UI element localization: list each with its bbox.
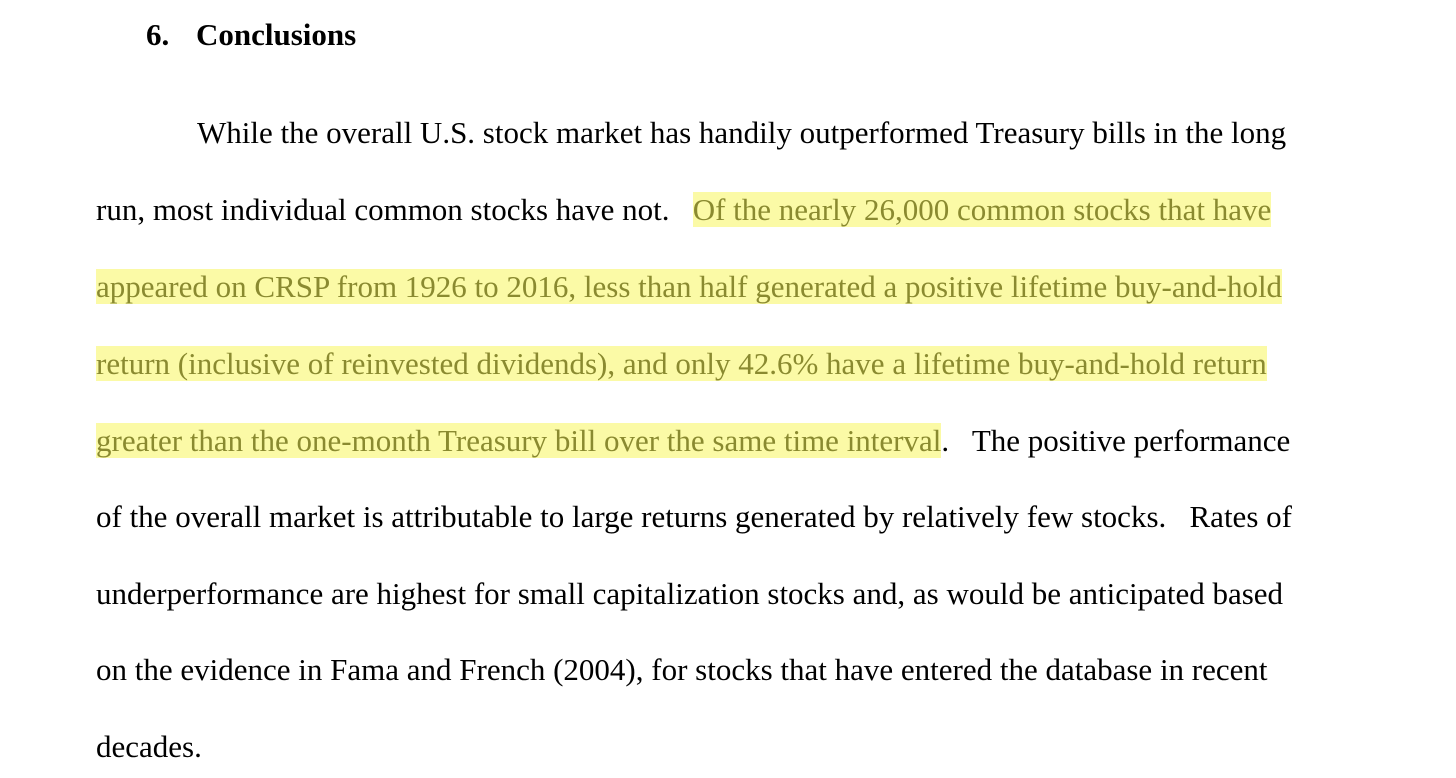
- highlighted-text: Of the nearly 26,000 common stocks that …: [692, 192, 1272, 227]
- paragraph-text: run, most individual common stocks have …: [96, 192, 693, 227]
- highlighted-text: return (inclusive of reinvested dividend…: [96, 346, 1267, 381]
- paragraph-line: return (inclusive of reinvested dividend…: [96, 344, 1267, 384]
- section-heading: 6. Conclusions: [146, 14, 356, 56]
- paragraph-line: greater than the one-month Treasury bill…: [96, 421, 1290, 461]
- paragraph-line: appeared on CRSP from 1926 to 2016, less…: [96, 267, 1283, 307]
- paragraph-line: run, most individual common stocks have …: [96, 190, 1272, 230]
- highlighted-text: appeared on CRSP from 1926 to 2016, less…: [96, 269, 1283, 304]
- paragraph-line: of the overall market is attributable to…: [96, 499, 1292, 534]
- section-title: Conclusions: [196, 17, 357, 52]
- section-number: 6.: [146, 17, 170, 52]
- paragraph-line: underperformance are highest for small c…: [96, 576, 1284, 611]
- paragraph-text: . The positive performance: [941, 423, 1291, 458]
- paragraph-line: decades.: [96, 729, 202, 764]
- highlighted-text: greater than the one-month Treasury bill…: [96, 423, 942, 458]
- paragraph-line: on the evidence in Fama and French (2004…: [96, 652, 1268, 687]
- paragraph-line: While the overall U.S. stock market has …: [197, 115, 1287, 150]
